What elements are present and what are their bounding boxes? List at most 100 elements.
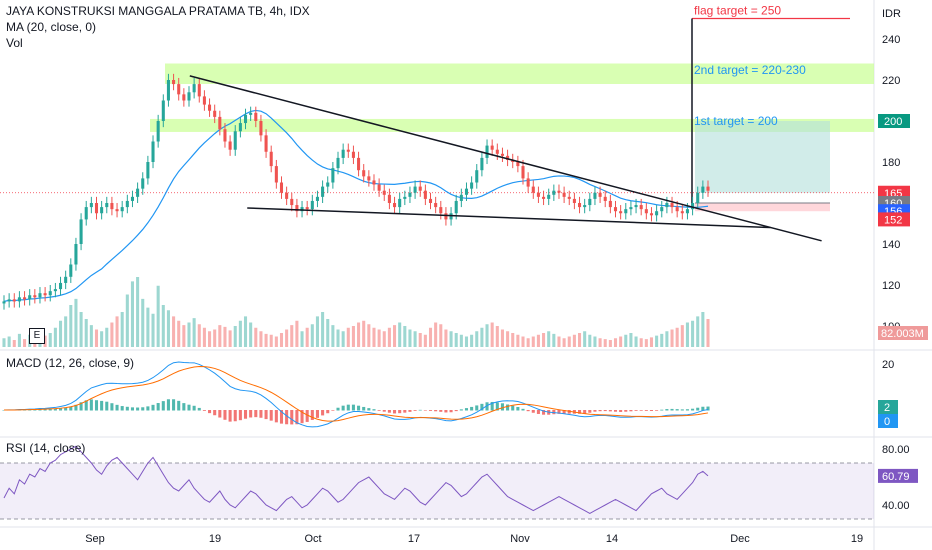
- ma-line: [3, 109, 709, 302]
- candle-body: [12, 299, 16, 302]
- candle-body: [444, 213, 448, 220]
- macd-histogram-bar: [269, 410, 273, 421]
- macd-histogram-bar: [166, 399, 170, 411]
- macd-histogram-bar: [675, 409, 679, 411]
- volume-bar: [2, 338, 6, 347]
- price-badge: [878, 212, 910, 227]
- volume-bar: [475, 331, 479, 347]
- macd-histogram-bar: [228, 410, 232, 422]
- second-target-label: 2nd target = 220-230: [694, 63, 806, 77]
- volume-bar: [285, 329, 289, 347]
- candle-body: [269, 151, 273, 167]
- volume-bar: [336, 329, 340, 347]
- volume-bar: [377, 329, 381, 347]
- candle-body: [187, 92, 191, 101]
- candle-body: [603, 196, 607, 201]
- volume-bar: [547, 331, 551, 347]
- volume-bar: [649, 337, 654, 347]
- rsi-value-label: 60.79: [882, 471, 910, 483]
- macd-histogram-bar: [439, 410, 443, 412]
- macd-histogram-bar: [639, 410, 643, 411]
- macd-histogram-bar: [305, 410, 309, 422]
- candle-body: [403, 196, 407, 199]
- candle-body: [357, 157, 361, 171]
- volume-bar: [290, 325, 294, 347]
- macd-histogram-bar: [634, 410, 638, 411]
- volume-bar: [105, 327, 109, 347]
- candle-body: [644, 209, 648, 214]
- candle-body: [43, 293, 47, 296]
- macd-histogram-bar: [655, 410, 659, 411]
- macd-histogram-bar: [685, 409, 689, 411]
- macd-histogram-bar: [136, 407, 140, 411]
- volume-bar: [110, 322, 114, 347]
- macd-histogram-bar: [629, 410, 633, 412]
- macd-histogram-bar: [74, 404, 78, 411]
- volume-bar: [526, 338, 530, 347]
- rsi-legend: RSI (14, close): [6, 441, 86, 455]
- macd-histogram-bar: [279, 410, 284, 424]
- time-tick-label: Oct: [304, 533, 321, 545]
- macd-histogram-bar: [706, 406, 710, 411]
- volume-bar: [259, 331, 263, 347]
- volume-bar: [233, 326, 237, 347]
- candle-body: [464, 188, 469, 195]
- candle-body: [454, 200, 458, 214]
- candle-body: [120, 207, 124, 212]
- candle-body: [701, 186, 705, 193]
- candle-body: [28, 295, 32, 300]
- volume-bar: [613, 338, 618, 347]
- volume-bar: [208, 331, 212, 347]
- first-target-zone: [150, 118, 874, 132]
- volume-bar: [680, 325, 684, 347]
- earnings-badge[interactable]: E: [29, 328, 45, 344]
- volume-bar: [454, 333, 458, 347]
- macd-histogram-bar: [238, 410, 242, 421]
- candle-body: [279, 182, 284, 193]
- candle-body: [290, 198, 294, 206]
- macd-histogram-bar: [43, 409, 47, 411]
- volume-bar: [115, 316, 119, 347]
- candle-body: [506, 155, 510, 160]
- candle-body: [48, 291, 52, 296]
- macd-histogram-bar: [670, 408, 674, 411]
- candle-body: [696, 192, 700, 203]
- candle-body: [619, 211, 623, 214]
- macd-histogram-bar: [593, 410, 597, 412]
- macd-histogram-bar: [290, 410, 294, 425]
- macd-histogram-bar: [387, 410, 391, 413]
- candle-body: [516, 162, 520, 167]
- macd-histogram-bar: [475, 405, 479, 411]
- candle-body: [53, 289, 57, 292]
- volume-bar: [346, 327, 350, 347]
- volume-bar: [310, 324, 314, 347]
- time-tick-label: Sep: [85, 533, 105, 545]
- volume-bar: [485, 324, 489, 347]
- macd-histogram-bar: [644, 410, 648, 411]
- candle-body: [238, 123, 242, 132]
- flag-target-label: flag target = 250: [694, 4, 781, 18]
- macd-histogram-bar: [403, 410, 407, 413]
- macd-histogram-bar: [53, 408, 57, 411]
- candle-body: [382, 190, 386, 195]
- volume-bar: [48, 333, 52, 347]
- price-tick-label: 180: [882, 157, 900, 169]
- macd-histogram-bar: [156, 403, 160, 411]
- candle-body: [547, 194, 551, 199]
- macd-histogram-bar: [310, 410, 314, 420]
- volume-bar: [202, 327, 206, 347]
- candle-body: [130, 196, 134, 201]
- volume-bar: [696, 316, 700, 347]
- macd-histogram-bar: [192, 405, 196, 411]
- macd-histogram-bar: [408, 410, 412, 412]
- macd-histogram-bar: [161, 401, 165, 411]
- candle-body: [341, 149, 345, 158]
- candle-body: [146, 162, 150, 179]
- macd-histogram-bar: [274, 410, 278, 423]
- macd-histogram-bar: [130, 407, 134, 411]
- candle-body: [192, 84, 196, 93]
- volume-bar: [578, 333, 582, 347]
- vol-legend: Vol: [6, 36, 23, 50]
- volume-bar: [100, 331, 104, 347]
